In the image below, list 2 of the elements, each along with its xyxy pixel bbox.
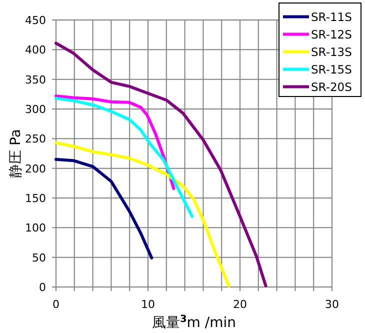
ylabel: 静圧 Pa	[8, 129, 24, 178]
xlabel: 風量$^{3}$m /min	[152, 314, 236, 331]
